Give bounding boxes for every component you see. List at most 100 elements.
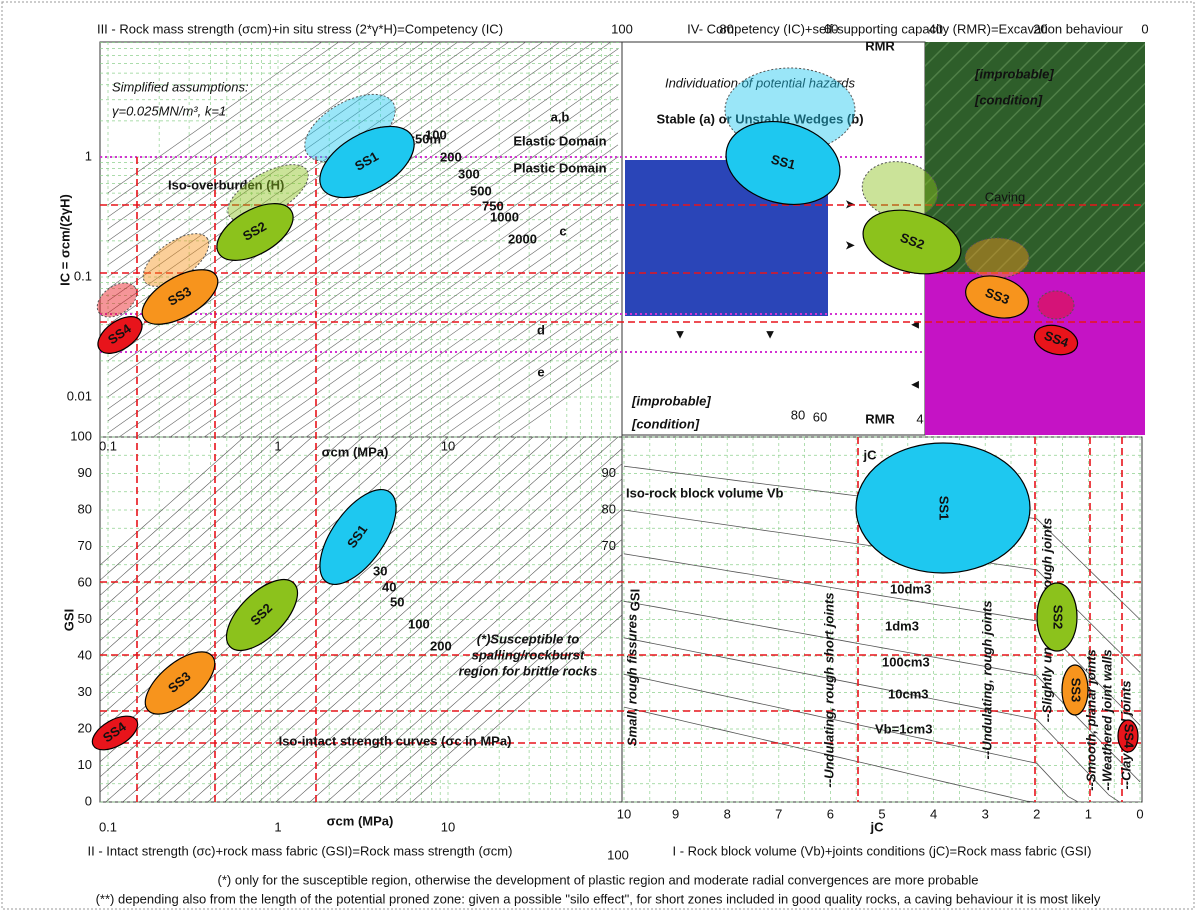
x-tick-label: 7: [775, 806, 782, 821]
class-ellipse: [1033, 324, 1079, 356]
y-tick-label: 0.1: [74, 268, 92, 283]
iso-curves: [100, 437, 622, 802]
iso-line: [169, 120, 619, 437]
arrow: ◄: [909, 316, 922, 331]
x-tick-label: 10: [617, 806, 631, 821]
class-ellipse: [91, 715, 139, 751]
iso-line: [407, 288, 619, 437]
iso-line: [107, 42, 391, 242]
title: III - Rock mass strength (σcm)+in situ s…: [97, 21, 503, 36]
volume-label: 10dm3: [890, 581, 931, 596]
axis-label: σcm (MPa): [322, 444, 389, 459]
iso-line: [288, 204, 619, 437]
y-tick-label: 90: [78, 465, 92, 480]
class-ellipse: [855, 442, 1031, 574]
x-tick-label: 10: [441, 438, 455, 453]
x-tick-label: 100: [611, 21, 633, 36]
class-ellipse: [144, 651, 216, 715]
label: Stable (a) or Unstable Wedges (b): [656, 111, 863, 126]
zone-label: a,b: [551, 109, 570, 124]
label: Plastic Domain: [513, 160, 606, 175]
iso-curve: [360, 569, 622, 802]
joint-label: --Smooth, planar joints: [1083, 649, 1098, 791]
x-tick-label: 1: [1085, 806, 1092, 821]
axis-label: RMR: [865, 411, 895, 426]
iso-line: [339, 240, 619, 437]
x-tick-label: 0: [1141, 21, 1148, 36]
note: (*) only for the susceptible region, oth…: [218, 872, 979, 887]
vb-curve: [623, 706, 1140, 802]
volume-label: 10cm3: [888, 686, 928, 701]
depth-label: 2000: [508, 231, 537, 246]
vb-curve: [623, 673, 1140, 802]
iso-curve: [100, 437, 347, 657]
iso-line: [135, 96, 619, 437]
iso-line: [322, 228, 619, 437]
x-tick-label: 1: [274, 438, 281, 453]
x-tick-label: 9: [672, 806, 679, 821]
label: [condition]: [631, 416, 700, 431]
depth-label: 750: [482, 198, 504, 213]
depth-label: 300: [458, 166, 480, 181]
iso-curve: [100, 437, 500, 793]
iso-curve: [173, 437, 585, 802]
iso-line: [107, 42, 374, 230]
iso-curve: [275, 493, 622, 802]
class-ellipse: [319, 488, 397, 586]
x-tick-label: 4: [916, 411, 923, 426]
iso-line: [107, 42, 408, 254]
x-tick-label: 40: [929, 21, 943, 36]
joint-label: Small, rough fissures: [624, 614, 639, 746]
iso-curve: [139, 437, 551, 802]
arrow: ◄: [909, 376, 922, 391]
joint-label: --Undulating, rough joints: [979, 601, 994, 760]
title: II - Intact strength (σc)+rock mass fabr…: [88, 843, 513, 858]
y-tick-label: 90: [602, 465, 616, 480]
class-ellipse: [1036, 582, 1078, 652]
iso-line: [475, 336, 619, 437]
iso-line: [373, 264, 619, 437]
iso-line: [305, 216, 619, 437]
iso-curve: [326, 538, 622, 802]
class-ellipse: [1117, 719, 1139, 753]
class-ellipse: [97, 316, 143, 354]
y-tick-label: 80: [602, 501, 616, 516]
label: γ=0.025MN/m³, k=1: [112, 103, 226, 118]
x-tick-label: 4: [930, 806, 937, 821]
iso-line: [356, 252, 619, 437]
iso-curve: [394, 599, 622, 802]
iso-curve: [100, 437, 398, 702]
iso-curve: [190, 437, 602, 802]
y-tick-label: 1: [85, 148, 92, 163]
axis-label: RMR: [865, 38, 895, 53]
iso-line: [107, 42, 612, 398]
iso-curve: [377, 584, 622, 802]
y-tick-label: 70: [78, 538, 92, 553]
iso-line: [390, 276, 619, 437]
iso-curve: [100, 437, 296, 611]
iso-line: [107, 42, 340, 206]
x-tick-label: 80: [791, 407, 805, 422]
caving-zone: [925, 42, 1145, 272]
class-label: SS2: [1051, 605, 1066, 630]
y-tick-label: 50: [78, 611, 92, 626]
joint-label: --Weathered joint walls: [1099, 649, 1114, 790]
label: [improbable]: [631, 393, 711, 408]
iso-line: [107, 42, 595, 386]
volume-label: Vb=1cm3: [875, 721, 932, 736]
iso-line: [509, 360, 619, 437]
iso-curve: [309, 523, 622, 802]
iso-line: [237, 168, 619, 437]
iso-line: [107, 42, 442, 278]
iso-line: [152, 108, 619, 437]
depth-label: 500: [470, 183, 492, 198]
x-tick-label: 0: [1136, 806, 1143, 821]
axis-label: IC = σcm/(2γH): [57, 194, 72, 286]
axis-label: σcm (MPa): [327, 813, 394, 828]
axis-label: GSI: [627, 589, 642, 611]
y-tick-label: 40: [78, 647, 92, 662]
class-ellipse: [319, 125, 415, 199]
iso-curve: [105, 437, 517, 802]
label: Simplified assumptions:: [112, 79, 249, 94]
